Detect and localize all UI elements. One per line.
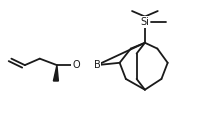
Text: B: B	[93, 60, 100, 70]
Text: Si: Si	[140, 17, 149, 27]
Polygon shape	[53, 65, 58, 81]
Text: O: O	[72, 60, 79, 70]
